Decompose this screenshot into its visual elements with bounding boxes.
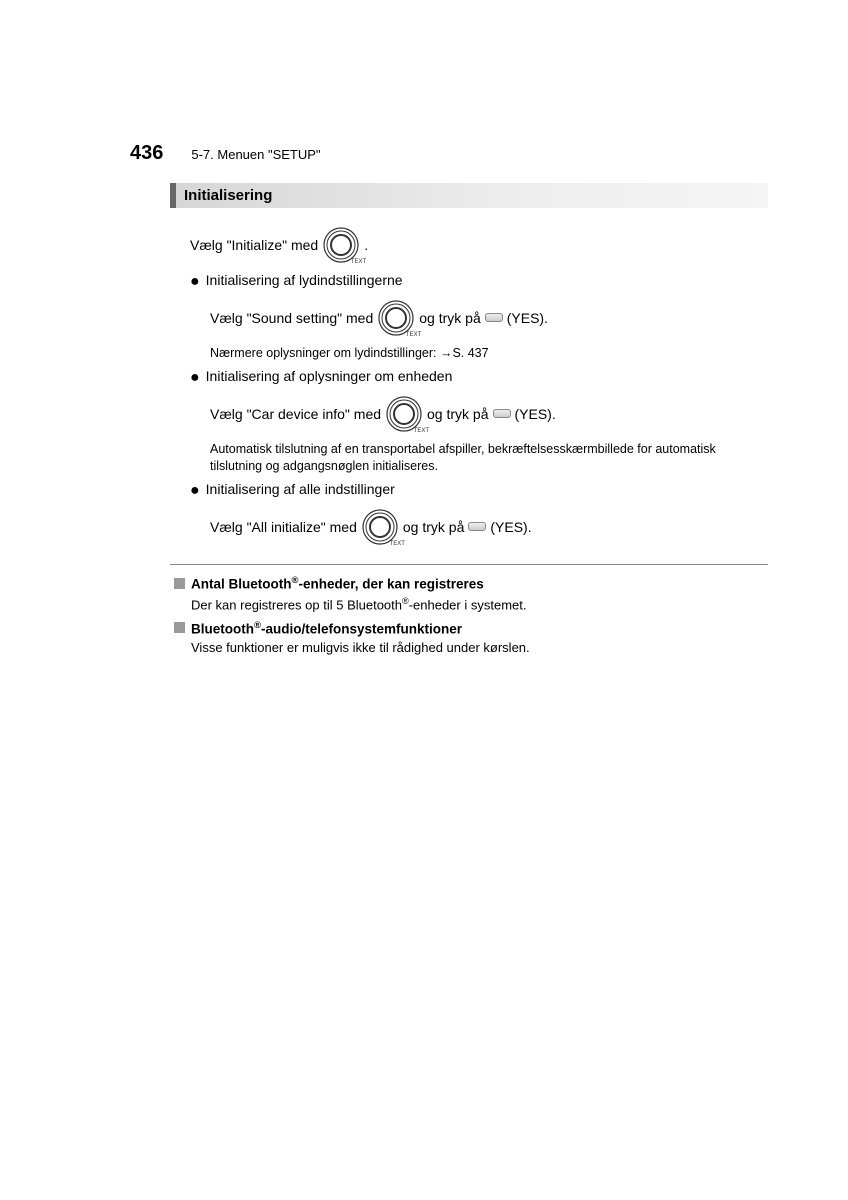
button-icon <box>485 313 503 322</box>
info-heading-post: -audio/telefonsystemfunktioner <box>261 621 462 636</box>
instruction-mid: og tryk på <box>403 518 464 537</box>
info-heading-text: Antal Bluetooth®-enheder, der kan regist… <box>191 575 484 592</box>
intro-line: Vælg "Initialize" med TEXT . <box>190 226 768 264</box>
knob-icon: TEXT <box>377 299 415 337</box>
instruction-mid: og tryk på <box>419 309 480 328</box>
instruction-suffix: (YES). <box>515 405 556 424</box>
instruction-suffix: (YES). <box>507 309 548 328</box>
bullet-item: ● Initialisering af alle indstillinger <box>190 481 768 500</box>
info-body: Der kan registreres op til 5 Bluetooth®-… <box>191 595 768 614</box>
instruction-line: Vælg "All initialize" med TEXT og tryk p… <box>210 508 768 546</box>
bullet-dot-icon: ● <box>190 368 200 387</box>
intro-suffix: . <box>364 236 368 255</box>
knob-label: TEXT <box>414 427 429 435</box>
knob-label: TEXT <box>406 331 421 339</box>
bullet-item: ● Initialisering af oplysninger om enhed… <box>190 368 768 387</box>
registered-mark: ® <box>254 620 261 631</box>
square-icon <box>174 578 185 589</box>
note-text: Automatisk tilslutning af en transportab… <box>210 441 768 475</box>
note-text: Nærmere oplysninger om lydindstillinger:… <box>210 345 768 362</box>
instruction-line: Vælg "Sound setting" med TEXT og tryk på… <box>210 299 768 337</box>
knob-label: TEXT <box>351 258 366 266</box>
bullet-item: ● Initialisering af lydindstillingerne <box>190 272 768 291</box>
button-icon <box>468 522 486 531</box>
section-heading: Initialisering <box>170 183 768 208</box>
bullet-dot-icon: ● <box>190 272 200 291</box>
knob-label: TEXT <box>390 540 405 548</box>
bullet-text: Initialisering af lydindstillingerne <box>206 272 403 288</box>
section-label: 5-7. Menuen "SETUP" <box>191 147 320 162</box>
instruction-prefix: Vælg "Sound setting" med <box>210 309 373 328</box>
info-body-pre: Visse funktioner er muligvis ikke til rå… <box>191 640 530 655</box>
info-body: Visse funktioner er muligvis ikke til rå… <box>191 639 768 657</box>
info-body-post: -enheder i systemet. <box>409 597 527 612</box>
info-block: Antal Bluetooth ® -enheder, der kan regist… <box>174 575 768 656</box>
info-heading: Bluetooth®-audio/telefonsystemfunktioner <box>174 620 768 637</box>
info-heading: Antal Bluetooth®-enheder, der kan regist… <box>174 575 768 592</box>
instruction-mid: og tryk på <box>427 405 488 424</box>
page: 436 5-7. Menuen "SETUP" Initialisering V… <box>0 0 848 657</box>
instruction-prefix: Vælg "All initialize" med <box>210 518 357 537</box>
bullet-dot-icon: ● <box>190 481 200 500</box>
button-icon <box>493 409 511 418</box>
knob-icon: TEXT <box>385 395 423 433</box>
info-heading-pre: Antal Bluetooth <box>191 577 292 592</box>
instruction-line: Vælg "Car device info" med TEXT og tryk … <box>210 395 768 433</box>
instruction-prefix: Vælg "Car device info" med <box>210 405 381 424</box>
instruction-suffix: (YES). <box>490 518 531 537</box>
divider <box>170 564 768 565</box>
intro-prefix: Vælg "Initialize" med <box>190 236 318 255</box>
info-heading-post: -enheder, der kan registreres <box>298 577 483 592</box>
info-heading-text: Bluetooth®-audio/telefonsystemfunktioner <box>191 620 462 637</box>
knob-icon: TEXT <box>322 226 360 264</box>
registered-mark: ® <box>402 596 409 606</box>
content-block: Vælg "Initialize" med TEXT . ● Initialis… <box>190 226 768 546</box>
square-icon <box>174 622 185 633</box>
info-body-pre: Der kan registreres op til 5 Bluetooth <box>191 597 402 612</box>
knob-icon: TEXT <box>361 508 399 546</box>
bullet-text: Initialisering af oplysninger om enheden <box>206 368 453 384</box>
page-header: 436 5-7. Menuen "SETUP" <box>130 142 768 165</box>
info-heading-pre: Bluetooth <box>191 621 254 636</box>
page-number: 436 <box>130 142 163 165</box>
bullet-text: Initialisering af alle indstillinger <box>206 481 395 497</box>
